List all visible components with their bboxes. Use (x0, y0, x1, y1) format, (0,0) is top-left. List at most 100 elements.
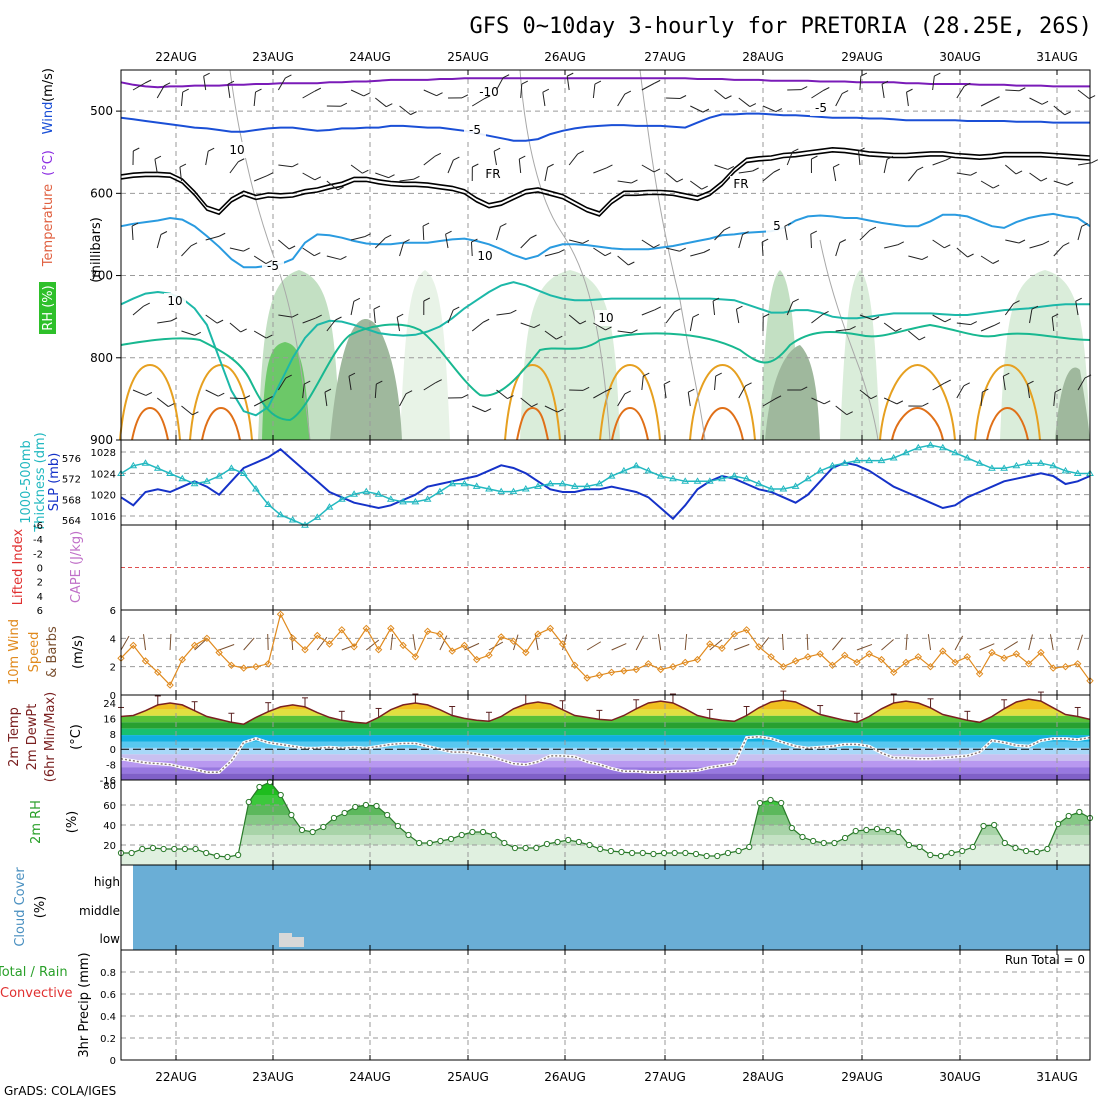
wind-speed-marker (399, 641, 407, 650)
wind-barb-flag (1013, 300, 1020, 305)
x-tick-label: 31AUG (1036, 1070, 1078, 1084)
x-tick-label: 22AUG (155, 50, 197, 64)
wind-speed-marker (546, 624, 555, 633)
rh-marker (660, 849, 668, 857)
x-tick-label: 29AUG (841, 50, 883, 64)
wind-barb-flag (1027, 380, 1034, 385)
wind-barb (495, 226, 501, 241)
upper-air-panel: -10 -5 -5 FR FR -5 5 10 10 10 10 500 600 700 800 900 RH … (39, 68, 1099, 447)
wind-speed-marker (1024, 660, 1033, 668)
wind-barb-flag (761, 238, 769, 243)
wind-barb (169, 633, 172, 651)
wind-barb (709, 639, 723, 651)
wind-speed-marker (534, 630, 542, 638)
y-tick-label: 0.6 (100, 990, 116, 1001)
y-tick-label: 2 (37, 578, 43, 589)
wind-barb (179, 167, 182, 182)
wind-barb-flag (811, 155, 818, 160)
rh-marker (767, 796, 774, 804)
contour-label-bg (766, 218, 788, 234)
wind-barb-flag (216, 319, 224, 324)
wind-speed-marker (509, 637, 518, 645)
wind-barb-flag (413, 175, 420, 180)
wind-speed-marker (718, 644, 726, 653)
y-tick-label-thickness: 576 (62, 454, 81, 465)
wind-barb (157, 320, 172, 324)
y-axis-label-unit: (°C) (69, 724, 84, 750)
wind-barb (253, 399, 267, 407)
thickness-marker (1037, 459, 1045, 466)
wind-barb-flag (510, 309, 517, 314)
wind-barb (1004, 303, 1014, 316)
y-tick-label: -6 (33, 521, 43, 532)
wind-barb (663, 384, 667, 399)
thickness-marker (1049, 461, 1058, 469)
wind-barb-flag (1018, 239, 1026, 244)
wind-barb (181, 245, 192, 257)
wind-barb (835, 242, 841, 257)
wind-barb (762, 398, 776, 407)
rh-marker (671, 849, 678, 857)
wind-speed-marker (693, 655, 702, 664)
thickness-marker (644, 466, 653, 474)
wind-barb (205, 151, 209, 166)
warm-contour (201, 406, 241, 441)
wind-barb (1003, 641, 1019, 651)
wind-barb-flag (255, 88, 262, 93)
y-tick-label-thickness: 572 (62, 475, 81, 486)
thickness-marker (215, 472, 223, 479)
rh-marker (703, 852, 710, 860)
wind-barb (253, 175, 268, 182)
rh-bands (121, 782, 1090, 865)
rh-marker (458, 831, 465, 839)
rh-shade (400, 270, 450, 440)
contour-label-bg (226, 142, 248, 158)
wind-speed-marker (436, 630, 444, 638)
rh-marker (469, 828, 476, 836)
y-tick-label: 0 (110, 1056, 116, 1067)
contour-label: -5 (267, 259, 279, 273)
wind-barb (1004, 164, 1017, 175)
wind-barb (302, 247, 315, 257)
wind-barb (617, 330, 632, 334)
x-axis-bottom: 22AUG 23AUG 24AUG 25AUG 26AUG 27AUG 28AUG 29AUG… (155, 1070, 1078, 1084)
slp-line (120, 448, 1091, 521)
thickness-marker (840, 459, 849, 466)
wind-barb-flag (507, 395, 514, 400)
wind-barb (520, 397, 532, 408)
wind-speed-marker (276, 610, 285, 619)
wind-barb-flag (692, 313, 700, 318)
wind-speed-marker (227, 661, 236, 670)
rh-marker (1054, 820, 1062, 828)
y-tick-label: 700 (90, 269, 113, 283)
wind-barb (423, 155, 436, 166)
wind-speed-marker (178, 655, 187, 664)
rh-marker (224, 853, 231, 861)
rh-marker (799, 833, 806, 841)
warm-contour (701, 406, 744, 441)
y-tick-label: -2 (33, 549, 43, 560)
y-axis-label-lifted-index: Lifted Index (11, 528, 26, 605)
wind-barb (302, 172, 316, 181)
rh-marker (1033, 848, 1040, 856)
wind-barb (374, 97, 387, 108)
wind-speed-marker (141, 657, 150, 665)
wind-barb-flag (472, 163, 479, 168)
wind-speed-marker (374, 645, 383, 654)
wind-barb (617, 93, 626, 107)
thickness-marker (448, 479, 457, 487)
temp-band (121, 747, 1090, 755)
wind-barb-flag (725, 95, 732, 100)
x-axis-top: 22AUG 23AUG 24AUG 25AUG 26AUG 27AUG 28AUG 29AUG… (155, 50, 1078, 64)
wind-speed-marker (583, 674, 591, 682)
wind-speed-marker (362, 624, 371, 633)
rh-marker (1044, 845, 1051, 853)
thickness-marker (938, 443, 947, 451)
wind-barb-flag (557, 408, 564, 413)
wind-barb (156, 397, 169, 407)
contour-label-bg (482, 166, 504, 182)
thickness-marker (521, 485, 530, 492)
wind-barb-flag (243, 247, 250, 252)
wind-barb-flag (484, 408, 492, 413)
thickness-marker (129, 461, 138, 469)
